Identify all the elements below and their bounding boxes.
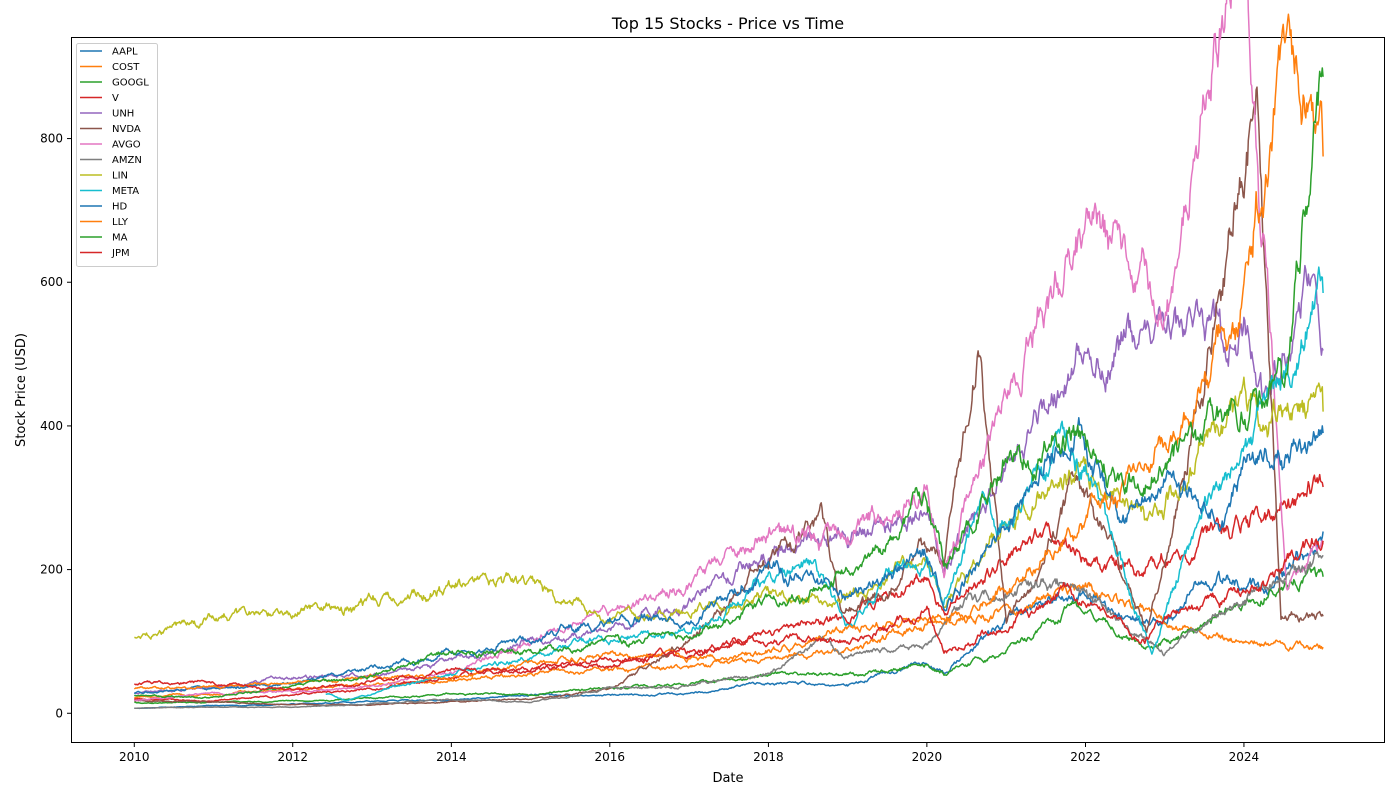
x-tick-label: 2024 [1229,750,1260,764]
legend-entry-googl: GOOGL [112,78,149,89]
series-line-cost [133,581,1324,699]
legend-entry-lly: LLY [112,217,129,228]
legend-entry-aapl: AAPL [112,47,138,58]
legend-entry-hd: HD [112,202,128,213]
y-tick-label: 0 [55,706,63,720]
y-tick-label: 200 [40,563,63,577]
chart-title: Top 15 Stocks - Price vs Time [611,14,844,33]
x-tick-label: 2014 [436,750,467,764]
legend-entry-cost: COST [112,62,140,73]
series-line-hd [133,416,1324,695]
x-tick-label: 2010 [119,750,150,764]
series-line-avgo [134,0,1324,702]
legend-entry-meta: META [112,186,139,197]
legend-entry-unh: UNH [112,109,134,120]
series-line-jpm [133,537,1324,691]
x-axis-label: Date [712,771,743,786]
series-line-nvda [134,86,1324,707]
legend-entry-nvda: NVDA [112,124,141,135]
y-axis: 0 200 400 600 800 [40,132,72,720]
x-axis: 2010 2012 2014 2016 2018 2020 2022 2024 [119,742,1259,764]
legend-entry-v: V [112,93,119,104]
legend-entry-jpm: JPM [111,248,130,259]
legend-entry-ma: MA [112,233,128,244]
x-tick-label: 2012 [277,750,308,764]
x-tick-label: 2020 [912,750,943,764]
legend-entry-avgo: AVGO [112,140,141,151]
plot-area [71,37,1385,743]
legend-entry-lin: LIN [112,171,128,182]
series-line-lin [134,376,1324,640]
legend: AAPL COST GOOGL V UNH NVDA AVGO AMZN LIN META HD LL… [76,43,158,267]
y-tick-label: 800 [40,132,63,146]
y-tick-label: 400 [40,419,63,433]
series-line-googl [134,566,1324,705]
series-line-unh [134,264,1324,695]
y-axis-label: Stock Price (USD) [14,333,29,447]
series-line-lly [133,13,1324,690]
series-line-ma [133,67,1324,699]
legend-box [76,43,158,267]
series-layer [133,0,1324,710]
series-line-aapl [134,531,1324,710]
legend-entry-amzn: AMZN [112,155,142,166]
series-line-v [133,473,1324,703]
x-tick-label: 2016 [595,750,626,764]
x-tick-label: 2018 [753,750,784,764]
x-tick-label: 2022 [1070,750,1101,764]
y-tick-label: 600 [40,275,63,289]
